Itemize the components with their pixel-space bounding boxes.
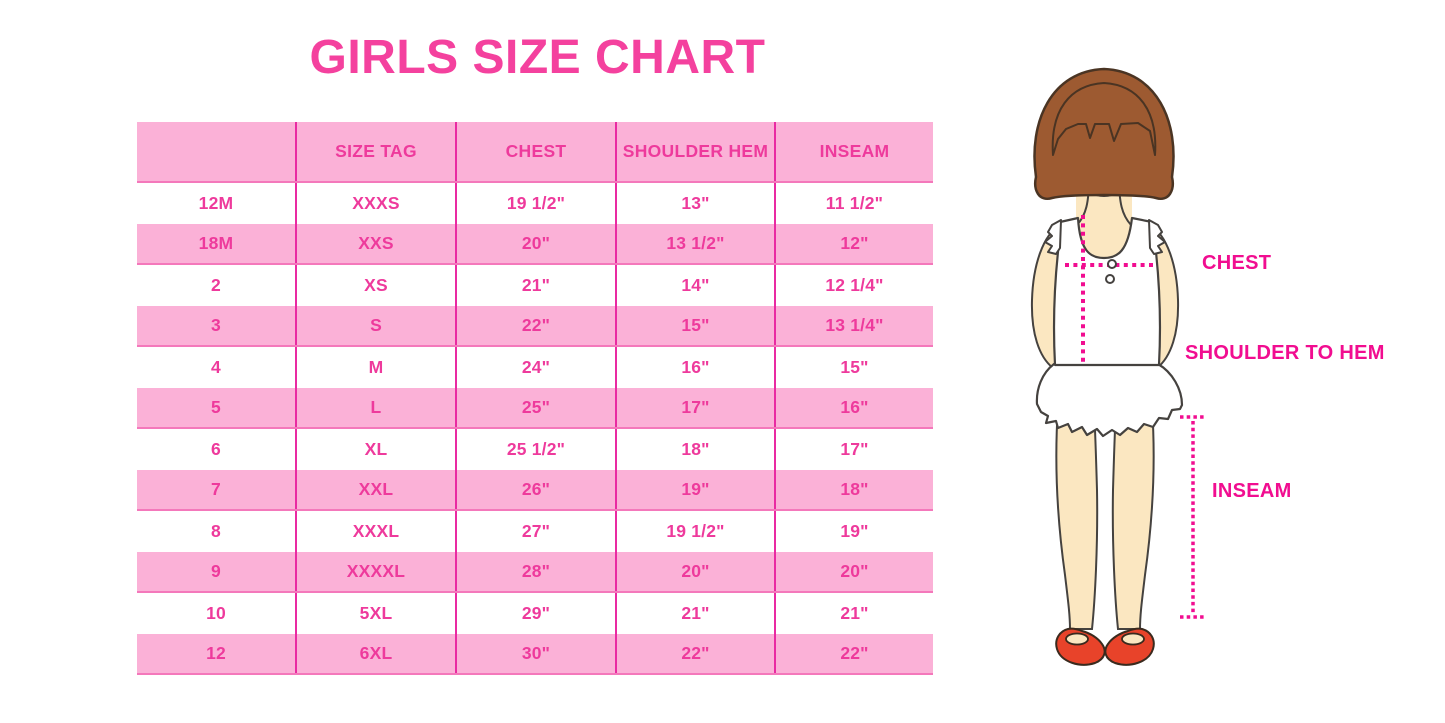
girl-shoe-right-opening	[1121, 632, 1145, 646]
table-cell: 2	[137, 265, 297, 306]
table-cell: 12	[137, 634, 297, 673]
girl-top-button	[1107, 259, 1117, 269]
table-cell: XXXL	[297, 511, 457, 552]
table-cell: 22"	[840, 643, 869, 663]
table-cell: 20"	[617, 552, 776, 591]
girl-leg-left	[1055, 406, 1099, 630]
table-cell: XL	[297, 429, 457, 470]
table-cell: 12 1/4"	[825, 275, 884, 295]
table-cell: 25 1/2"	[457, 429, 617, 470]
table-cell: 22"	[617, 634, 776, 673]
table-cell: 28"	[457, 552, 617, 591]
table-cell: 8	[137, 511, 297, 552]
table-cell: 6XL	[297, 634, 457, 673]
table-row: 2 XS 21" 14" 12 1/4"	[137, 265, 933, 306]
table-row: 12M XXXS 19 1/2" 13" 11 1/2"	[137, 183, 933, 224]
girl-neck	[1076, 185, 1132, 259]
table-cell: M	[297, 347, 457, 388]
table-row: 5 L 25" 17" 16"	[137, 388, 933, 429]
table-cell: L	[297, 388, 457, 427]
table-row: 18M XXS 20" 13 1/2" 12"	[137, 224, 933, 265]
table-cell: 7	[137, 470, 297, 509]
table-cell: 30"	[457, 634, 617, 673]
inseam-label: INSEAM	[1212, 480, 1292, 502]
table-cell: 15"	[617, 306, 776, 345]
table-cell: XXXXL	[297, 552, 457, 591]
table-row: 9 XXXXL 28" 20" 20"	[137, 552, 933, 593]
table-row: 8 XXXL 27" 19 1/2" 19"	[137, 511, 933, 552]
table-cell: 5XL	[297, 593, 457, 634]
girl-illustration	[1030, 67, 1204, 666]
table-cell: 5	[137, 388, 297, 427]
table-cell: 4	[137, 347, 297, 388]
table-cell: 13 1/2"	[617, 224, 776, 263]
table-cell: 12"	[840, 233, 869, 253]
table-row: 4 M 24" 16" 15"	[137, 347, 933, 388]
table-cell: 14"	[617, 265, 776, 306]
table-row: 12 6XL 30" 22" 22"	[137, 634, 933, 675]
table-cell: XS	[297, 265, 457, 306]
table-cell: 20"	[457, 224, 617, 263]
table-cell: 11 1/2"	[825, 193, 884, 213]
table-cell: 12M	[137, 183, 297, 224]
table-row: 7 XXL 26" 19" 18"	[137, 470, 933, 511]
girl-bangs	[1051, 82, 1157, 156]
girl-shoe-left-opening	[1065, 632, 1089, 646]
table-cell: 26"	[457, 470, 617, 509]
table-row: 3 S 22" 15" 13 1/4"	[137, 306, 933, 347]
table-cell: 15"	[840, 357, 869, 377]
table-header-row: SIZE TAG CHEST SHOULDER HEM INSEAM	[137, 122, 933, 183]
table-header-cell: SIZE TAG	[297, 122, 457, 181]
table-cell: 20"	[840, 561, 869, 581]
table-cell: XXXS	[297, 183, 457, 224]
table-cell: 17"	[840, 439, 869, 459]
table-header-cell: INSEAM	[819, 141, 890, 161]
table-cell: 13 1/4"	[825, 315, 884, 335]
table-cell: 29"	[457, 593, 617, 634]
table-cell: 21"	[617, 593, 776, 634]
girl-top-button	[1105, 274, 1115, 284]
table-cell: 19 1/2"	[617, 511, 776, 552]
table-header-cell: SHOULDER HEM	[617, 122, 776, 181]
table-cell: 19"	[617, 470, 776, 509]
table-cell: S	[297, 306, 457, 345]
table-cell: 22"	[457, 306, 617, 345]
table-cell: XXL	[297, 470, 457, 509]
chest-label: CHEST	[1202, 252, 1272, 274]
table-row: 10 5XL 29" 21" 21"	[137, 593, 933, 634]
table-cell: 16"	[840, 397, 869, 417]
table-cell: 16"	[617, 347, 776, 388]
table-cell: 25"	[457, 388, 617, 427]
table-header-cell	[137, 122, 297, 181]
girl-leg-right	[1111, 406, 1155, 630]
table-cell: 27"	[457, 511, 617, 552]
table-cell: 21"	[457, 265, 617, 306]
table-cell: 18"	[617, 429, 776, 470]
size-table: SIZE TAG CHEST SHOULDER HEM INSEAM 12M X…	[137, 122, 933, 675]
girl-skirt	[1035, 362, 1184, 438]
table-cell: 19"	[840, 521, 869, 541]
table-cell: 6	[137, 429, 297, 470]
table-cell: 13"	[617, 183, 776, 224]
girl-top	[1052, 216, 1162, 367]
page-title: GIRLS SIZE CHART	[309, 31, 766, 84]
table-cell: 24"	[457, 347, 617, 388]
girl-shoulder-ruffle-left	[1044, 219, 1062, 255]
table-row: 6 XL 25 1/2" 18" 17"	[137, 429, 933, 470]
table-cell: 18"	[840, 479, 869, 499]
table-cell: 9	[137, 552, 297, 591]
table-header-cell: CHEST	[457, 122, 617, 181]
table-cell: 19 1/2"	[457, 183, 617, 224]
table-cell: 10	[137, 593, 297, 634]
girl-shoulder-ruffle-right	[1148, 219, 1166, 255]
table-cell: 17"	[617, 388, 776, 427]
table-cell: XXS	[297, 224, 457, 263]
table-cell: 18M	[137, 224, 297, 263]
shoulder-to-hem-label: SHOULDER TO HEM	[1185, 342, 1385, 364]
table-cell: 21"	[840, 603, 869, 623]
table-cell: 3	[137, 306, 297, 345]
